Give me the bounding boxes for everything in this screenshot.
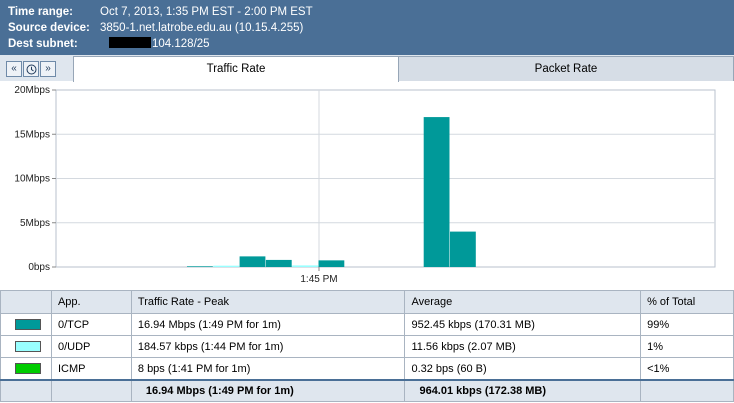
source-device-label: Source device: bbox=[8, 22, 90, 34]
color-swatch bbox=[15, 363, 41, 375]
table-total-row: 16.94 Mbps (1:49 PM for 1m) 964.01 kbps … bbox=[0, 379, 734, 402]
y-tick-label: 20Mbps bbox=[14, 85, 50, 96]
total-average-cell: 964.01 kbps (172.38 MB) bbox=[404, 379, 642, 402]
source-device-value: 3850-1.net.latrobe.edu.au (10.15.4.255) bbox=[100, 22, 304, 34]
redacted-block bbox=[109, 37, 151, 48]
average-cell: 0.32 bps (60 B) bbox=[404, 357, 642, 381]
table-header-row: App. Traffic Rate - Peak Average % of To… bbox=[0, 290, 734, 314]
x-tick-label: 1:45 PM bbox=[300, 274, 337, 285]
peak-column-header[interactable]: Traffic Rate - Peak bbox=[130, 290, 406, 314]
table-row[interactable]: 0/TCP 16.94 Mbps (1:49 PM for 1m) 952.45… bbox=[0, 313, 734, 336]
total-app-cell bbox=[50, 379, 132, 402]
average-cell: 11.56 kbps (2.07 MB) bbox=[404, 335, 642, 358]
bar-0tcp bbox=[265, 259, 292, 267]
bar-0udp bbox=[213, 265, 240, 267]
color-swatch bbox=[15, 341, 41, 353]
report-header: Time range: Oct 7, 2013, 1:35 PM EST - 2… bbox=[0, 0, 734, 55]
total-peak-cell: 16.94 Mbps (1:49 PM for 1m) bbox=[130, 379, 406, 402]
percent-cell: <1% bbox=[640, 357, 734, 381]
time-range-label: Time range: bbox=[8, 6, 73, 18]
bar-0udp bbox=[292, 265, 318, 267]
bar-0tcp bbox=[187, 266, 213, 267]
clock-icon[interactable] bbox=[23, 61, 39, 77]
double-chevron-left-icon[interactable]: « bbox=[6, 61, 22, 77]
percent-column-header[interactable]: % of Total bbox=[640, 290, 734, 314]
dest-subnet-value-wrap: 104.128/25 bbox=[109, 36, 210, 52]
tab-packet-rate[interactable]: Packet Rate bbox=[398, 56, 734, 81]
traffic-chart-svg: 20Mbps 15Mbps 10Mbps 5Mbps 0bps 1:45 PM bbox=[14, 85, 716, 285]
dest-subnet-value: 104.128/25 bbox=[152, 38, 210, 50]
color-swatch bbox=[15, 319, 41, 331]
percent-cell: 1% bbox=[640, 335, 734, 358]
y-tick-label: 15Mbps bbox=[14, 129, 50, 140]
percent-cell: 99% bbox=[640, 313, 734, 336]
total-color-cell bbox=[0, 379, 52, 402]
y-tick-label: 5Mbps bbox=[20, 218, 50, 229]
time-nav: « » bbox=[6, 61, 57, 77]
bar-0tcp bbox=[239, 256, 266, 267]
time-range-value: Oct 7, 2013, 1:35 PM EST - 2:00 PM EST bbox=[100, 6, 313, 18]
average-column-header[interactable]: Average bbox=[404, 290, 642, 314]
app-cell: ICMP bbox=[50, 357, 132, 381]
color-cell bbox=[0, 313, 52, 336]
total-percent-cell bbox=[640, 379, 734, 402]
y-tick-label: 0bps bbox=[28, 262, 50, 273]
color-column-header bbox=[0, 290, 52, 314]
table-row[interactable]: 0/UDP 184.57 kbps (1:44 PM for 1m) 11.56… bbox=[0, 335, 734, 358]
dest-subnet-label: Dest subnet: bbox=[8, 38, 78, 50]
bar-0tcp bbox=[318, 260, 345, 267]
y-tick-label: 10Mbps bbox=[14, 174, 50, 185]
color-cell bbox=[0, 335, 52, 358]
peak-cell: 16.94 Mbps (1:49 PM for 1m) bbox=[130, 313, 406, 336]
tab-traffic-rate[interactable]: Traffic Rate bbox=[73, 56, 399, 82]
peak-cell: 184.57 kbps (1:44 PM for 1m) bbox=[130, 335, 406, 358]
bar-0tcp bbox=[423, 117, 450, 268]
double-chevron-right-icon[interactable]: » bbox=[40, 61, 56, 77]
bar-0tcp bbox=[450, 231, 476, 267]
peak-cell: 8 bps (1:41 PM for 1m) bbox=[130, 357, 406, 381]
app-table: App. Traffic Rate - Peak Average % of To… bbox=[0, 290, 734, 402]
tab-strip: « » Traffic Rate Packet Rate bbox=[0, 55, 734, 82]
app-column-header[interactable]: App. bbox=[50, 290, 132, 314]
table-row[interactable]: ICMP 8 bps (1:41 PM for 1m) 0.32 bps (60… bbox=[0, 357, 734, 381]
color-cell bbox=[0, 357, 52, 381]
traffic-chart: 20Mbps 15Mbps 10Mbps 5Mbps 0bps 1:45 PM bbox=[0, 82, 734, 288]
app-cell: 0/UDP bbox=[50, 335, 132, 358]
average-cell: 952.45 kbps (170.31 MB) bbox=[404, 313, 642, 336]
app-cell: 0/TCP bbox=[50, 313, 132, 336]
